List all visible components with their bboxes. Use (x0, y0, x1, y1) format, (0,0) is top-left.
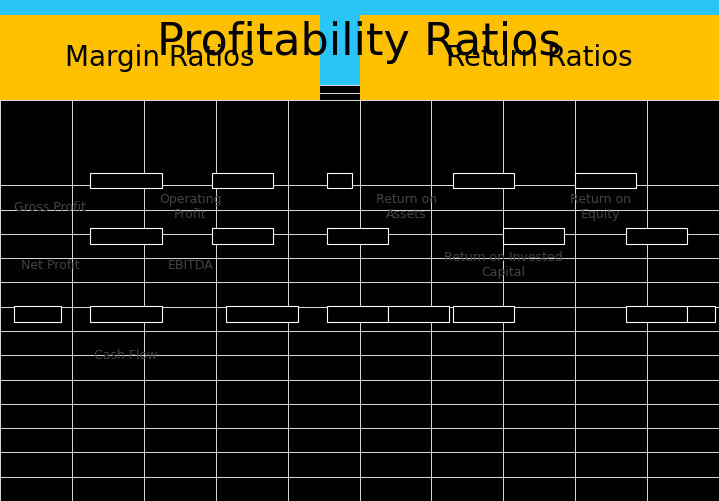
FancyBboxPatch shape (327, 306, 388, 322)
FancyBboxPatch shape (0, 0, 719, 85)
FancyBboxPatch shape (327, 228, 388, 244)
FancyBboxPatch shape (453, 306, 514, 322)
FancyBboxPatch shape (90, 306, 162, 322)
FancyBboxPatch shape (212, 173, 273, 188)
FancyBboxPatch shape (503, 228, 564, 244)
Text: Return on Invested
Capital: Return on Invested Capital (444, 252, 563, 280)
Text: Gross Profit: Gross Profit (14, 201, 86, 214)
Text: Return on
Assets: Return on Assets (376, 193, 436, 221)
Text: Margin Ratios: Margin Ratios (65, 44, 255, 72)
Text: EBITDA: EBITDA (168, 259, 214, 272)
FancyBboxPatch shape (212, 228, 273, 244)
FancyBboxPatch shape (687, 306, 715, 322)
FancyBboxPatch shape (575, 173, 636, 188)
FancyBboxPatch shape (388, 306, 449, 322)
FancyBboxPatch shape (453, 173, 514, 188)
Text: Profitability Ratios: Profitability Ratios (157, 21, 562, 64)
FancyBboxPatch shape (90, 228, 162, 244)
FancyBboxPatch shape (0, 15, 320, 100)
FancyBboxPatch shape (626, 306, 687, 322)
Text: Return Ratios: Return Ratios (446, 44, 633, 72)
FancyBboxPatch shape (327, 173, 352, 188)
FancyBboxPatch shape (90, 173, 162, 188)
Text: Net Profit: Net Profit (21, 259, 80, 272)
FancyBboxPatch shape (626, 228, 687, 244)
Text: Return on
Equity: Return on Equity (570, 193, 631, 221)
FancyBboxPatch shape (14, 306, 61, 322)
Text: Operating
Profit: Operating Profit (159, 193, 222, 221)
FancyBboxPatch shape (360, 15, 719, 100)
Text: Cash Flow: Cash Flow (94, 349, 157, 362)
FancyBboxPatch shape (226, 306, 298, 322)
